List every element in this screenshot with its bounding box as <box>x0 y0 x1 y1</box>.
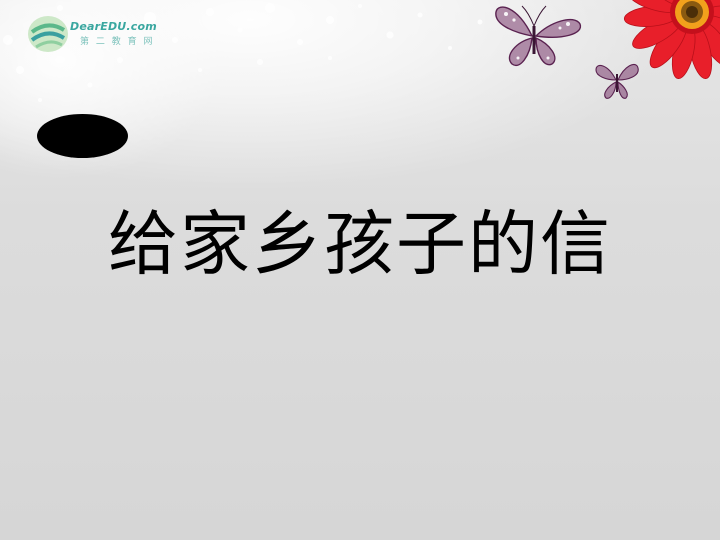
logo-brand-text: DearEDU.com <box>70 20 157 33</box>
slide-title: 给家乡孩子的信 <box>0 204 720 284</box>
black-oval-shape <box>37 114 128 158</box>
slide-title-text: 给家乡孩子的信 <box>108 203 612 285</box>
logo-tagline-text: 第 二 教 育 网 <box>80 37 155 47</box>
paint-splatter-decoration <box>3 3 483 102</box>
butterfly-icon <box>495 5 582 67</box>
red-gerbera-flower-icon <box>623 0 720 79</box>
dearedu-logo-icon <box>28 16 68 52</box>
butterfly-icon <box>595 63 639 99</box>
